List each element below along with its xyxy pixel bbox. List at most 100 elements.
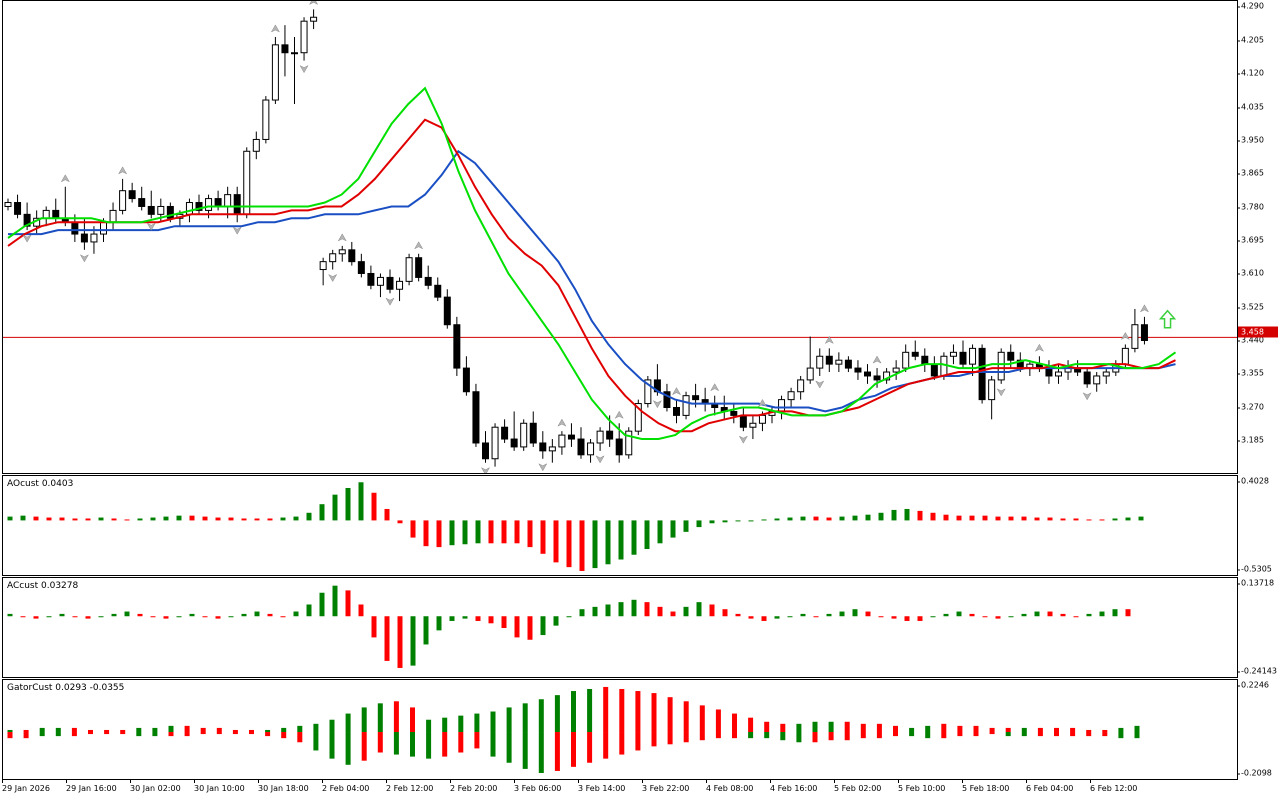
price-tick: 3.440 (1237, 335, 1264, 345)
time-label: 3 Feb 14:00 (578, 779, 626, 793)
ao-bar (891, 509, 897, 521)
gator-upper-bar (200, 727, 206, 733)
current-price-tag: 3.458 (1238, 326, 1278, 338)
ac-bar (644, 602, 650, 617)
price-axis[interactable]: 4.290 4.205 4.120 4.035 3.950 3.865 3.78… (1237, 0, 1280, 474)
time-label: 2 Feb 12:00 (386, 779, 434, 793)
ao-bar (553, 520, 559, 563)
gator-upper-bar (699, 705, 705, 733)
ao-bar (124, 519, 130, 521)
gator-lower-bar (909, 732, 915, 737)
ao-bar (241, 518, 247, 521)
ao-indicator-pane[interactable]: AOcust 0.0403 (2, 475, 1238, 576)
gator-lower-bar (216, 732, 222, 735)
ac-bar (904, 616, 910, 621)
bull-candle (491, 426, 499, 460)
fractal-up-arrow-icon (414, 241, 424, 250)
ao-bar (111, 518, 117, 521)
ao-bar (904, 508, 910, 521)
bear-candle (959, 351, 967, 365)
ao-bar (930, 512, 936, 521)
bull-candle (319, 261, 327, 271)
ac-bar (852, 609, 858, 617)
ao-bar (397, 520, 403, 524)
ao-bar (228, 517, 234, 521)
time-label: 5 Feb 18:00 (962, 779, 1010, 793)
gator-upper-bar (281, 727, 287, 733)
gator-lower-bar (651, 732, 657, 747)
ac-histogram[interactable] (3, 578, 1238, 678)
gator-upper-bar (410, 707, 415, 733)
gator-indicator-label: GatorCust 0.0293 -0.0355 (7, 683, 125, 693)
gator-lower-bar (7, 732, 13, 739)
bull-candle (634, 403, 642, 432)
gator-upper-bar (297, 725, 303, 733)
gator-lower-bar (941, 732, 947, 739)
ao-bar (371, 492, 377, 521)
ao-bar (852, 515, 858, 521)
time-label: 29 Jan 2026 (2, 779, 50, 793)
ac-bar (631, 599, 637, 617)
gator-lower-bar (554, 732, 560, 771)
gator-lower-bar (667, 732, 673, 745)
gator-upper-bar (812, 721, 818, 733)
red-teeth-line (7, 118, 1176, 433)
ac-bar (774, 616, 780, 619)
ac-bar (215, 616, 221, 619)
gator-lower-bar (281, 732, 287, 739)
time-label: 4 Feb 08:00 (706, 779, 754, 793)
gator-lower-bar (361, 732, 367, 761)
gator-lower-bar (104, 732, 110, 735)
gator-upper-bar (796, 723, 802, 733)
price-chart-canvas[interactable] (3, 1, 1238, 474)
gator-lower-bar (393, 732, 399, 755)
bear-candle (567, 434, 575, 440)
ac-bar (111, 613, 117, 617)
gator-lower-bar (152, 732, 158, 737)
ac-bar (748, 616, 754, 619)
gator-upper-bar (136, 727, 142, 733)
bull-candle (42, 209, 50, 219)
ao-bar (20, 515, 26, 521)
gator-histogram[interactable] (3, 680, 1238, 780)
bear-candle (825, 355, 833, 365)
gator-lower-bar (232, 732, 238, 735)
time-label: 5 Feb 02:00 (834, 779, 882, 793)
price-tick: 4.035 (1237, 102, 1264, 112)
ao-bar (163, 516, 169, 521)
bear-candle (195, 202, 203, 211)
ac-bar (943, 613, 949, 617)
gator-upper-bar (120, 729, 126, 733)
time-label: 2 Feb 04:00 (322, 779, 370, 793)
gator-lower-bar (329, 732, 335, 759)
bull-candle (596, 430, 604, 444)
gator-lower-bar (442, 732, 448, 757)
fractal-down-arrow-icon (480, 467, 491, 473)
ac-indicator-pane[interactable]: ACcust 0.03278 (2, 577, 1238, 678)
gator-lower-bar (844, 732, 850, 741)
bull-candle (185, 202, 193, 215)
ao-bar (1008, 516, 1014, 521)
gator-lower-bar (1070, 732, 1076, 737)
time-axis[interactable]: 29 Jan 2026 29 Jan 16:00 30 Jan 02:00 30… (0, 779, 1238, 800)
ac-bar (1099, 611, 1105, 617)
time-label: 3 Feb 06:00 (514, 779, 562, 793)
gator-upper-bar (249, 729, 254, 733)
bear-candle (577, 438, 585, 456)
gator-upper-bar (973, 725, 979, 733)
ao-bar (527, 520, 533, 548)
gator-lower-bar (168, 732, 174, 737)
gator-indicator-pane[interactable]: GatorCust 0.0293 -0.0355 (2, 679, 1238, 780)
ao-bar (995, 516, 1001, 521)
gator-lower-bar (748, 732, 754, 739)
ao-histogram[interactable] (3, 476, 1238, 576)
gator-lower-bar (715, 732, 721, 739)
fractal-up-arrow-icon (614, 410, 624, 419)
gator-upper-bar (345, 713, 351, 733)
price-chart-pane[interactable] (2, 0, 1238, 474)
gator-axis: 0.2246 -0.2098 (1237, 679, 1280, 780)
ac-bar (189, 613, 195, 617)
gator-lower-bar (522, 732, 528, 769)
ao-indicator-label: AOcust 0.0403 (7, 479, 74, 489)
ao-bar (332, 494, 338, 521)
